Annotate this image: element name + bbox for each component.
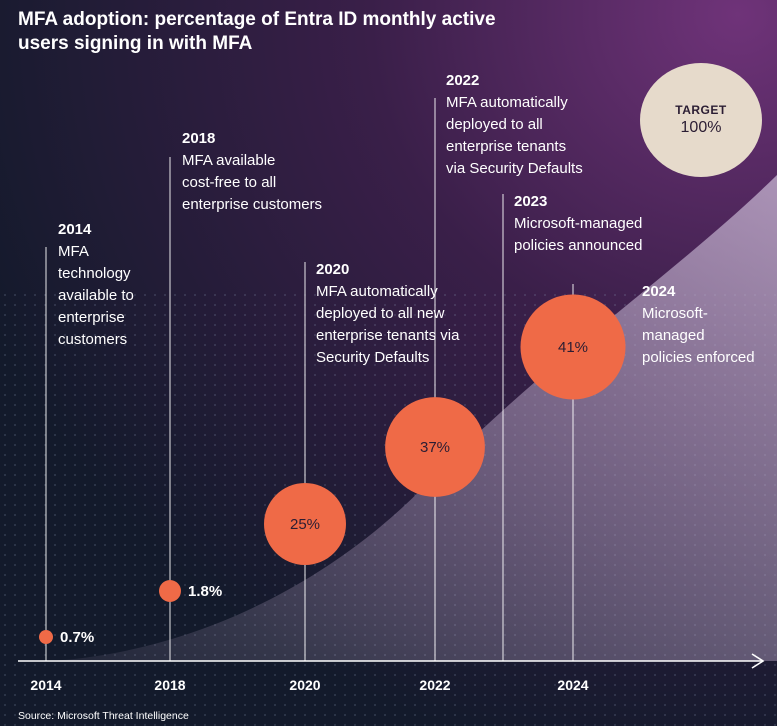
target-label: TARGET	[675, 103, 727, 117]
milestone-text: MFA technology available to enterprise c…	[58, 241, 134, 351]
chart-title-line-1: MFA adoption: percentage of Entra ID mon…	[18, 9, 496, 30]
chart-title: MFA adoption: percentage of Entra ID mon…	[18, 8, 538, 56]
milestone-line: Security Defaults	[316, 349, 430, 366]
milestone-line: via Security Defaults	[446, 160, 583, 177]
milestone-year: 2020	[316, 261, 350, 278]
milestone-line: enterprise	[58, 309, 125, 326]
milestone-2023: 2023 Microsoft-managed policies announce…	[514, 191, 642, 257]
data-bubble-2018	[158, 579, 182, 603]
milestone-line: Microsoft-managed	[514, 215, 643, 232]
milestone-text: MFA automatically deployed to all new en…	[316, 281, 459, 369]
milestone-line: MFA available	[182, 152, 276, 169]
milestone-line: managed	[642, 327, 705, 344]
data-bubble-2022	[385, 397, 485, 497]
milestone-line: enterprise tenants	[446, 138, 567, 155]
milestone-text: MFA automatically deployed to all enterp…	[446, 92, 583, 180]
milestone-year: 2023	[514, 193, 548, 210]
x-tick-label-2024: 2024	[557, 677, 588, 693]
milestone-line: deployed to all	[446, 116, 543, 133]
milestone-year: 2022	[446, 72, 480, 89]
milestone-text: Microsoft- managed policies enforced	[642, 303, 755, 369]
target-bubble: TARGET 100%	[640, 63, 762, 177]
target-value: 100%	[680, 119, 722, 136]
milestone-2018: 2018 MFA available cost-free to all ente…	[182, 128, 322, 216]
x-axis-arrow-icon	[751, 653, 765, 669]
x-tick-label-2014: 2014	[30, 677, 61, 693]
data-label-2024: 41%	[558, 339, 588, 356]
source-note: Source: Microsoft Threat Intelligence	[18, 710, 189, 722]
data-label-2022: 37%	[420, 439, 450, 456]
milestone-line: Microsoft-	[642, 305, 708, 322]
milestone-line: policies announced	[514, 237, 643, 254]
milestone-line: cost-free to all	[182, 174, 277, 191]
data-label-2020: 25%	[290, 516, 320, 533]
milestone-line: MFA	[58, 243, 89, 260]
milestone-line: policies enforced	[642, 349, 755, 366]
milestone-line: available to	[58, 287, 134, 304]
milestone-line: deployed to all new	[316, 305, 445, 322]
data-bubble-2014	[39, 630, 53, 644]
milestone-text: MFA available cost-free to all enterpris…	[182, 150, 322, 216]
milestone-2014: 2014 MFA technology available to enterpr…	[58, 219, 134, 351]
milestone-2020: 2020 MFA automatically deployed to all n…	[316, 259, 459, 369]
x-tick-label-2018: 2018	[154, 677, 185, 693]
milestone-text: Microsoft-managed policies announced	[514, 213, 642, 257]
milestone-year: 2014	[58, 221, 92, 238]
milestone-line: MFA automatically	[446, 94, 568, 111]
chart-title-line-2: users signing in with MFA	[18, 33, 253, 54]
data-bubble-2024	[520, 294, 626, 400]
x-tick-label-2022: 2022	[419, 677, 450, 693]
data-label-2014: 0.7%	[60, 629, 94, 646]
data-label-2018: 1.8%	[188, 583, 222, 600]
milestone-2022: 2022 MFA automatically deployed to all e…	[446, 70, 583, 180]
milestone-year: 2024	[642, 283, 676, 300]
milestone-line: enterprise customers	[182, 196, 323, 213]
milestone-line: customers	[58, 331, 128, 348]
milestone-line: technology	[58, 265, 131, 282]
milestone-line: enterprise tenants via	[316, 327, 460, 344]
milestone-2024: 2024 Microsoft- managed policies enforce…	[642, 281, 755, 369]
x-tick-label-2020: 2020	[289, 677, 320, 693]
milestone-year: 2018	[182, 130, 216, 147]
data-bubble-2020	[264, 483, 346, 565]
adoption-curve-area	[46, 175, 777, 661]
milestone-line: MFA automatically	[316, 283, 438, 300]
